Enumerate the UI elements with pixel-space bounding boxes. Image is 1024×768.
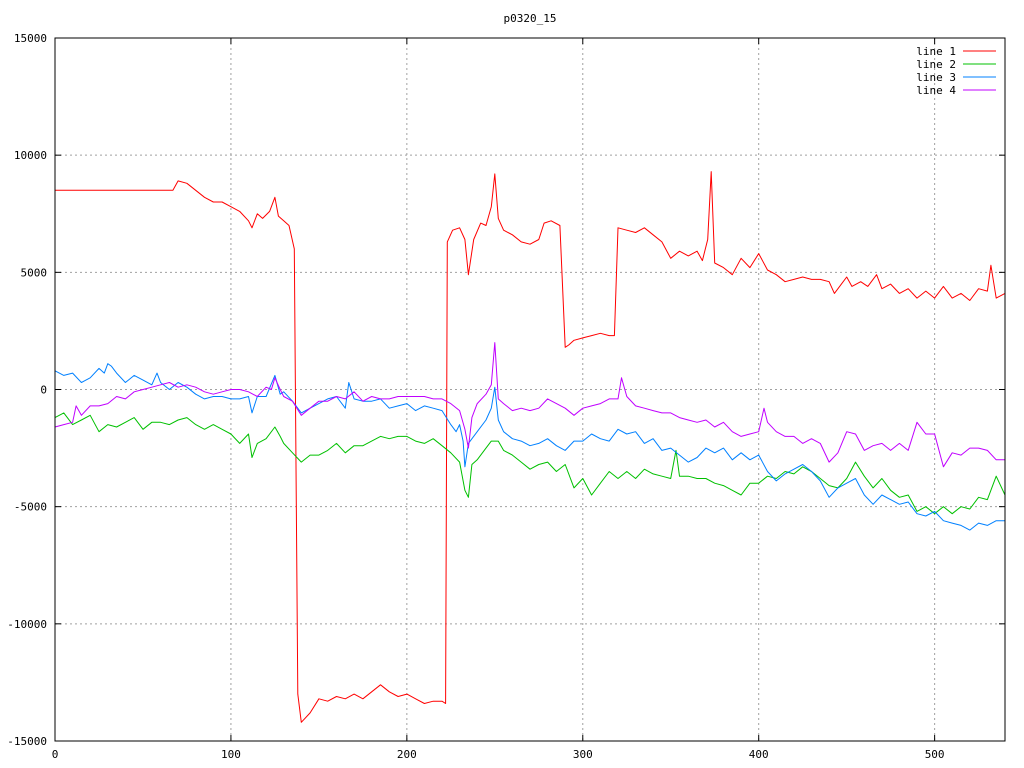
x-tick-label: 300 bbox=[573, 748, 593, 761]
y-tick-label: 15000 bbox=[14, 32, 47, 45]
series-line-1 bbox=[55, 171, 1006, 723]
x-tick-label: 400 bbox=[749, 748, 769, 761]
x-tick-label: 200 bbox=[397, 748, 417, 761]
y-tick-label: -15000 bbox=[7, 735, 47, 748]
grid-lines bbox=[55, 38, 1005, 741]
x-tick-label: 100 bbox=[221, 748, 241, 761]
legend-label-3: line 3 bbox=[916, 71, 956, 84]
y-tick-label: 0 bbox=[40, 384, 47, 397]
series-line-3 bbox=[54, 363, 1005, 531]
series-line-4 bbox=[54, 342, 1005, 468]
chart-title: p0320_15 bbox=[504, 12, 557, 25]
legend-label-2: line 2 bbox=[916, 58, 956, 71]
x-tick-label: 0 bbox=[52, 748, 59, 761]
series-lines bbox=[54, 171, 1006, 723]
axis-ticks: 0 100 200 300 400 500 -15000 -10000 -5000 0 5000 10… bbox=[7, 32, 1005, 761]
y-tick-label: 10000 bbox=[14, 149, 47, 162]
x-tick-label: 500 bbox=[925, 748, 945, 761]
y-tick-label: -10000 bbox=[7, 618, 47, 631]
y-tick-label: 5000 bbox=[21, 266, 48, 279]
legend-label-1: line 1 bbox=[916, 45, 956, 58]
legend-label-4: line 4 bbox=[916, 84, 956, 97]
y-tick-label: -5000 bbox=[14, 501, 47, 514]
